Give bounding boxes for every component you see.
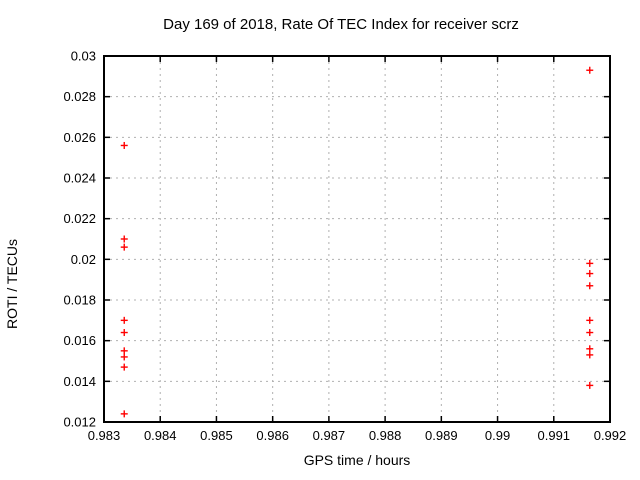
x-tick-label: 0.989: [425, 428, 458, 443]
x-axis-title: GPS time / hours: [303, 452, 411, 468]
x-tick-label: 0.991: [538, 428, 571, 443]
y-tick-label: 0.026: [63, 130, 96, 145]
x-tick-label: 0.988: [369, 428, 402, 443]
chart-title: Day 169 of 2018, Rate Of TEC Index for r…: [163, 16, 519, 33]
y-tick-label: 0.016: [63, 333, 96, 348]
x-tick-label: 0.99: [485, 428, 510, 443]
y-tick-label: 0.012: [63, 415, 96, 430]
x-tick-label: 0.987: [313, 428, 346, 443]
y-tick-label: 0.024: [63, 171, 96, 186]
x-tick-label: 0.984: [144, 428, 177, 443]
y-tick-label: 0.022: [63, 211, 96, 226]
y-tick-label: 0.028: [63, 89, 96, 104]
y-tick-label: 0.03: [71, 49, 96, 64]
y-tick-label: 0.018: [63, 293, 96, 308]
y-tick-label: 0.02: [71, 252, 96, 267]
plot-border: [103, 55, 611, 423]
x-tick-label: 0.983: [88, 428, 121, 443]
x-tick-label: 0.986: [256, 428, 289, 443]
y-tick-label: 0.014: [63, 374, 96, 389]
x-tick-label: 0.985: [200, 428, 233, 443]
x-tick-label: 0.992: [594, 428, 627, 443]
